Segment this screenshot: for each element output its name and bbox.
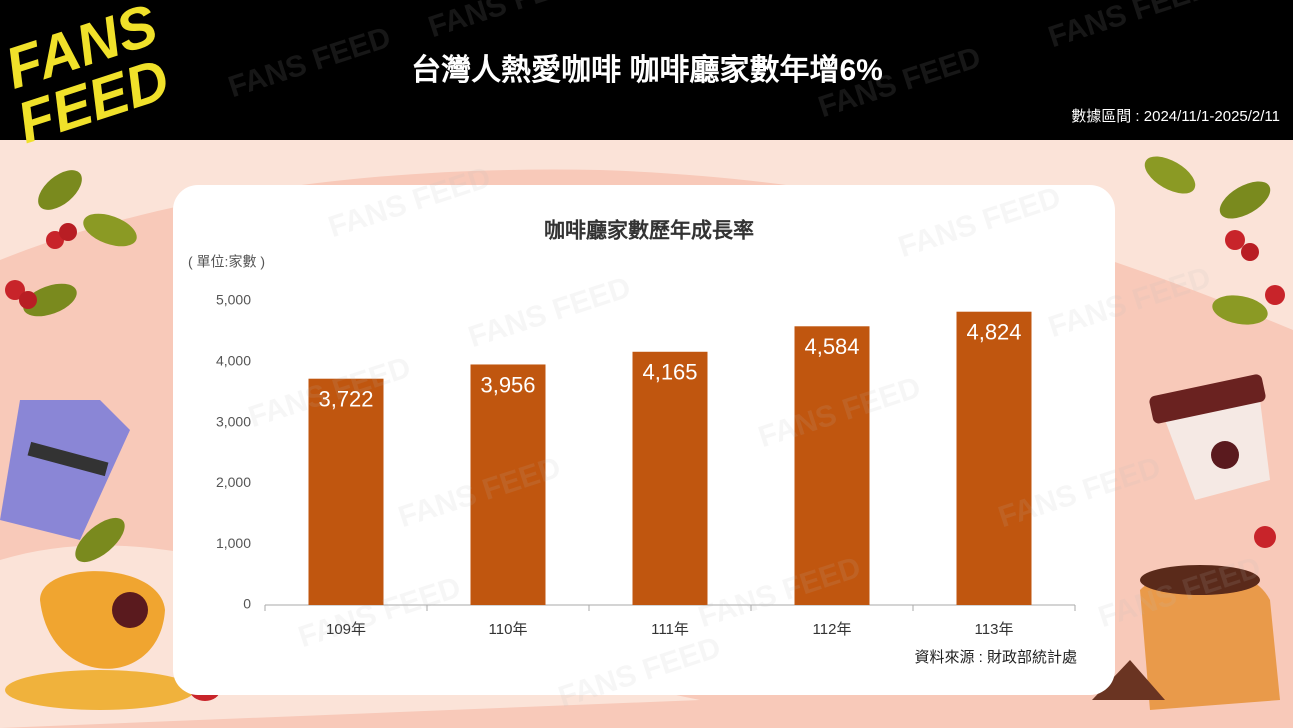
x-tick-label: 112年 — [813, 621, 852, 638]
x-tick-label: 109年 — [326, 621, 366, 638]
source-note: 資料來源 : 財政部統計處 — [914, 649, 1077, 666]
y-tick-label: 5,000 — [216, 292, 251, 308]
y-tick-label: 4,000 — [216, 353, 251, 369]
chart: 咖啡廳家數歷年成長率 ( 單位:家數 ) 資料來源 : 財政部統計處 0 1,00… — [188, 219, 1077, 666]
header-bar — [0, 0, 1293, 140]
bar — [632, 351, 708, 605]
y-tick-label: 2,000 — [216, 474, 251, 490]
decoration-right — [1092, 156, 1285, 710]
x-tick-label: 113年 — [975, 621, 1014, 638]
bar — [956, 311, 1032, 605]
y-tick-label: 3,000 — [216, 413, 251, 429]
data-label: 3,956 — [480, 372, 535, 397]
bar — [470, 364, 546, 605]
data-label: 4,824 — [966, 320, 1021, 345]
y-tick-label: 0 — [243, 596, 251, 612]
y-axis-unit: ( 單位:家數 ) — [188, 254, 265, 270]
x-tick-label: 111年 — [651, 621, 689, 638]
data-label: 3,722 — [318, 387, 373, 412]
x-tick-label: 110年 — [489, 621, 528, 638]
y-tick-label: 1,000 — [216, 535, 251, 551]
bar — [308, 378, 384, 605]
data-label: 4,165 — [642, 360, 697, 385]
bar — [794, 326, 870, 605]
data-label: 4,584 — [804, 334, 859, 359]
decoration-left — [0, 170, 220, 710]
chart-title: 咖啡廳家數歷年成長率 — [544, 219, 754, 243]
date-range: 數據區間 : 2024/11/1-2025/2/11 — [1071, 108, 1280, 125]
page-title: 台灣人熱愛咖啡 咖啡廳家數年增6% — [411, 53, 883, 87]
